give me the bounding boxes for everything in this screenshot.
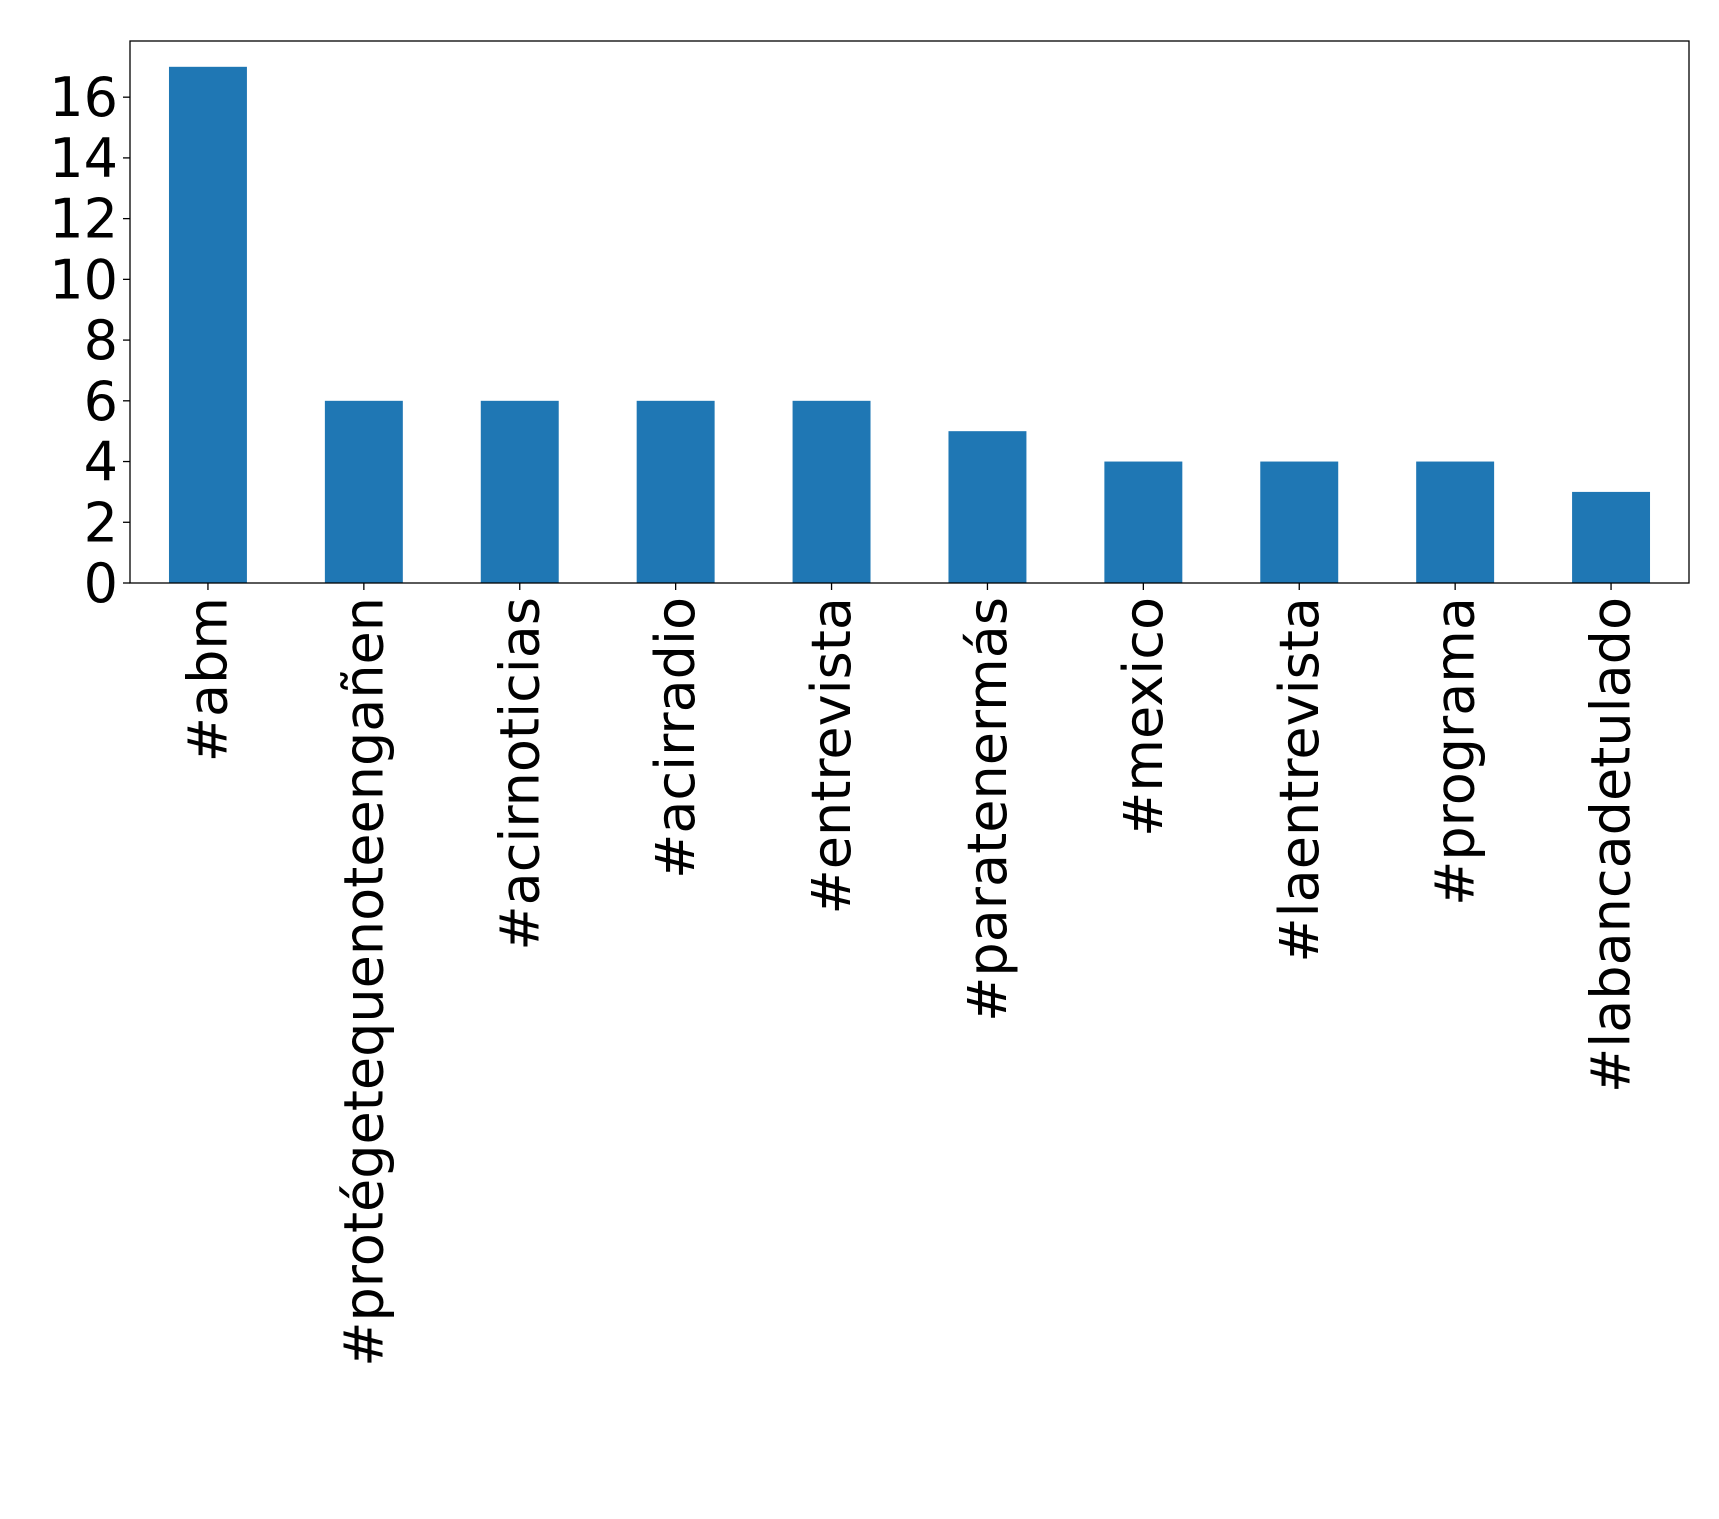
bar — [324, 400, 403, 583]
x-tick-label: #programa — [1424, 597, 1487, 906]
x-axis: #abm #protégetequenoteengañen #acirnoticia… — [176, 583, 1643, 1367]
bar — [636, 400, 715, 583]
bar — [1260, 461, 1339, 583]
bar — [1416, 461, 1495, 583]
y-tick-label: 2 — [84, 491, 118, 554]
x-tick-label: #acirradio — [644, 597, 707, 879]
y-tick-label: 8 — [84, 309, 118, 372]
x-tick-label: #abm — [176, 597, 239, 762]
x-tick-label: #entrevista — [800, 597, 863, 914]
bar — [1104, 461, 1183, 583]
y-tick-label: 10 — [49, 248, 118, 311]
bar — [792, 400, 871, 583]
x-tick-label: #paratenermás — [956, 597, 1019, 1022]
y-tick-label: 12 — [49, 188, 118, 251]
y-tick-label: 6 — [84, 370, 118, 433]
bar-series — [168, 66, 1651, 584]
x-tick-label: #mexico — [1112, 597, 1175, 837]
plot-area-frame — [129, 40, 1690, 584]
y-tick-label: 4 — [84, 431, 118, 494]
x-tick-label: #protégetequenoteengañen — [332, 597, 395, 1367]
y-tick-label: 16 — [49, 66, 118, 129]
x-tick-label: #laentrevista — [1268, 597, 1331, 963]
y-tick-label: 0 — [84, 552, 118, 615]
x-tick-label: #acirnoticias — [488, 597, 551, 951]
bar — [480, 400, 559, 583]
bar — [1572, 491, 1651, 583]
bar — [948, 431, 1027, 583]
x-tick-label: #labancadetulado — [1580, 597, 1643, 1093]
y-tick-label: 14 — [49, 127, 118, 190]
bar — [168, 66, 247, 584]
